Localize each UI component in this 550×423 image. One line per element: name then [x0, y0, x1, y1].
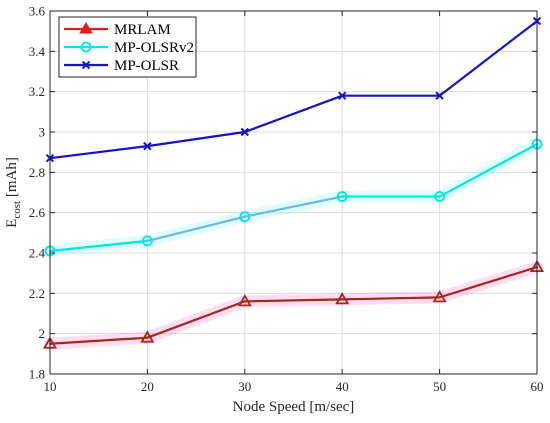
marker-stroke	[337, 91, 347, 100]
y-axis-label: Ecost [mAh]	[4, 157, 23, 228]
data-point	[239, 211, 251, 223]
data-point	[140, 330, 155, 343]
marker-stroke	[81, 60, 91, 70]
y-tick-label: 1.8	[29, 367, 45, 382]
y-axis-label-unit: [mAh]	[4, 157, 20, 201]
data-point	[337, 91, 347, 100]
series-line-segment	[146, 300, 246, 339]
legend-item: MRLAM	[64, 22, 171, 38]
data-point	[237, 294, 252, 307]
y-tick-label: 3.6	[29, 4, 46, 19]
data-point	[432, 290, 447, 303]
series-line-segment	[341, 296, 441, 301]
y-tick-label: 2.2	[29, 286, 45, 301]
plot-frame	[49, 10, 538, 375]
series-line-segment	[48, 336, 149, 345]
legend-label: MP-OLSR	[114, 58, 179, 74]
legend-marker	[79, 22, 93, 34]
series-line-segment	[243, 195, 344, 218]
series-line-segment	[438, 266, 539, 299]
marker-stroke	[143, 141, 152, 151]
legend-item: MP-OLSRv2	[64, 40, 194, 56]
y-tick-label: 2.4	[29, 246, 46, 261]
marker-stroke	[435, 91, 444, 100]
y-tick-label: 2	[39, 326, 46, 341]
y-tick-label: 3	[39, 125, 46, 140]
y-axis-label-subscript: cost	[11, 201, 23, 219]
marker-stroke	[240, 127, 250, 137]
axis-ticks: 10 20 30 40 50 60 1.8 2 2.2 2.4 2.6 2.8 3 3.2 3.4 3.6	[29, 4, 544, 395]
series-line-segment	[48, 239, 149, 253]
grid	[49, 10, 538, 375]
data-point	[335, 292, 350, 305]
y-tick-label: 3.4	[29, 44, 46, 59]
data-point	[336, 191, 348, 202]
data-point	[435, 91, 444, 100]
y-axis-label-main: E	[4, 219, 20, 228]
series-line-segment	[48, 145, 149, 160]
series-line-segment	[243, 94, 344, 134]
series-line-segment	[243, 298, 344, 303]
data-point	[141, 235, 153, 247]
data-point	[143, 141, 152, 151]
legend: MRLAM MP-OLSRv2 MP-OLSR	[58, 16, 197, 78]
series-line-segment	[438, 19, 539, 97]
x-tick-label: 40	[336, 379, 349, 394]
legend-label: MRLAM	[114, 22, 171, 38]
x-axis-label: Node Speed [m/sec]	[233, 399, 355, 415]
data-point	[434, 191, 446, 202]
y-tick-label: 2.6	[29, 205, 46, 220]
x-tick-label: 20	[141, 379, 154, 394]
legend-item: MP-OLSR	[64, 58, 179, 74]
data-point	[240, 127, 250, 137]
legend-marker	[80, 41, 92, 53]
series-mrlam	[42, 259, 545, 349]
y-tick-label: 3.2	[29, 84, 45, 99]
x-tick-label: 10	[44, 379, 57, 394]
legend-label: MP-OLSRv2	[114, 40, 194, 56]
series-line-segment	[438, 143, 539, 198]
y-tick-label: 2.8	[29, 165, 45, 180]
x-tick-label: 50	[433, 379, 446, 394]
series-line-segment	[146, 130, 246, 148]
legend-marker	[81, 60, 91, 70]
series-line-segment	[146, 215, 246, 242]
x-tick-label: 60	[531, 379, 544, 394]
x-tick-label: 30	[238, 379, 251, 394]
